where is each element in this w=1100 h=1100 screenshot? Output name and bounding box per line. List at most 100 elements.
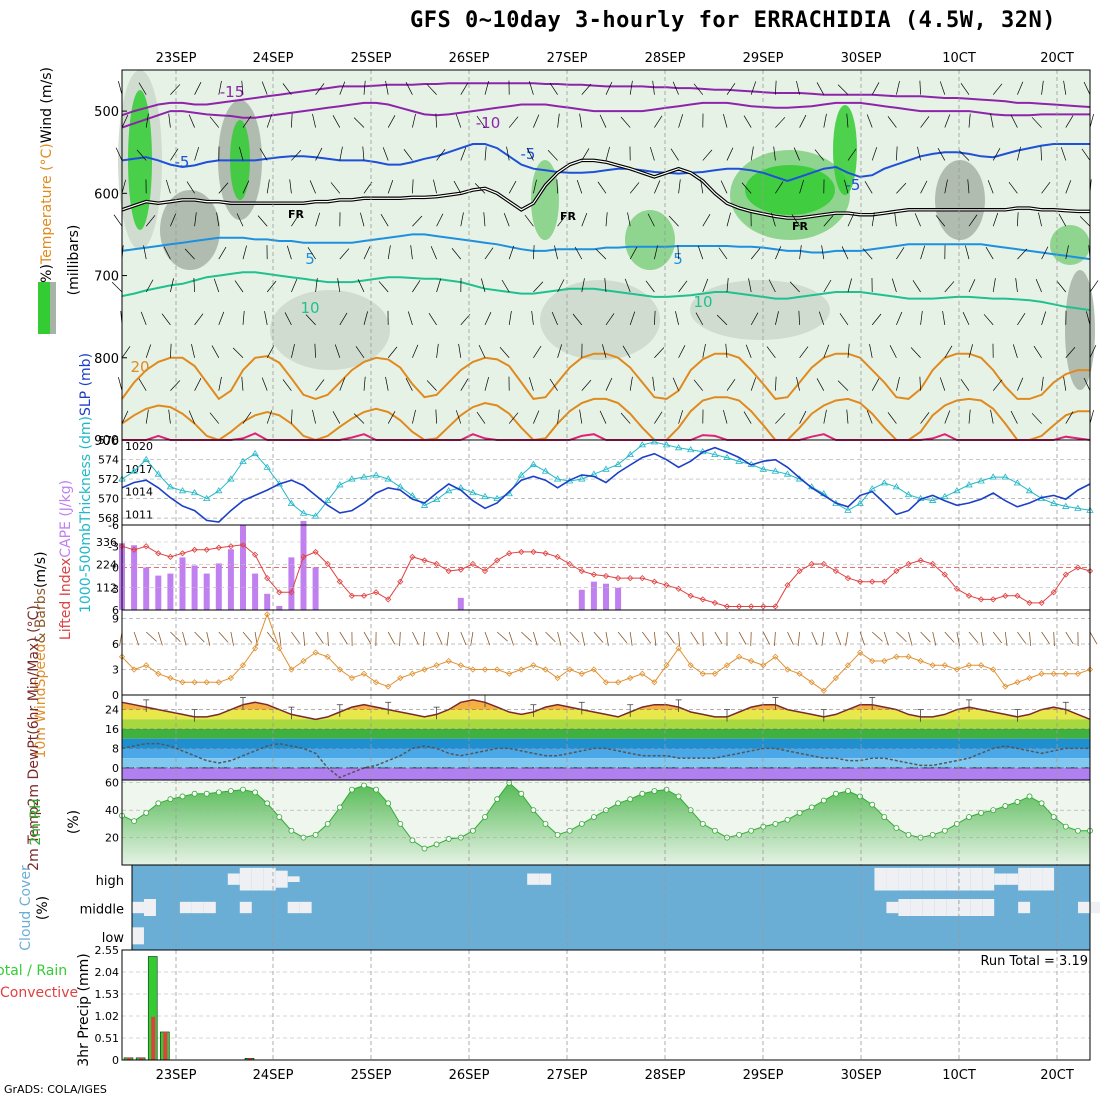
wind-speed-point xyxy=(687,662,694,669)
wind-barb-10m xyxy=(617,631,628,644)
thickness-point xyxy=(856,499,864,506)
wind-speed-point xyxy=(143,662,150,669)
wind-barb xyxy=(557,113,560,128)
wind-barb xyxy=(652,376,655,391)
wind-barb xyxy=(576,179,583,194)
wind-barb xyxy=(944,114,951,128)
thickness-point xyxy=(541,467,550,474)
wind-barb xyxy=(896,311,903,326)
rh-point xyxy=(869,801,876,808)
wind-barb xyxy=(291,409,293,424)
wind-barb xyxy=(990,409,994,424)
rh-shade-area xyxy=(745,165,835,215)
cloud-clear-block xyxy=(239,901,252,914)
lifted-index-point xyxy=(1050,589,1057,596)
wind-barb xyxy=(533,114,540,128)
cloud-clear-block xyxy=(527,873,540,885)
upper-y-tick: 800 xyxy=(94,352,119,367)
lifted-index-point xyxy=(457,566,464,573)
wind-barb-10m xyxy=(944,631,955,643)
wind-barb xyxy=(339,81,346,95)
wind-barb xyxy=(726,278,729,293)
lifted-index-point xyxy=(227,543,234,550)
wind-barb xyxy=(920,116,930,128)
wind-barb xyxy=(693,379,704,391)
wind-barb xyxy=(242,245,247,260)
wind-barb-10m xyxy=(327,631,329,647)
wind-speed-point xyxy=(348,674,355,682)
wind-barb xyxy=(1010,410,1018,424)
cape-bar xyxy=(215,563,222,610)
wind-barb xyxy=(1089,280,1099,293)
lifted-index-point xyxy=(566,560,573,568)
wind-speed-point xyxy=(131,666,138,673)
rh-point xyxy=(881,814,888,820)
wind-speed-point xyxy=(385,683,392,690)
contour-label: -5 xyxy=(175,153,190,171)
rh-shade-area xyxy=(270,290,390,370)
wind-grid xyxy=(175,610,1058,695)
wind-barb xyxy=(773,146,776,161)
wind-barb xyxy=(1040,146,1042,161)
thickness-point xyxy=(711,450,719,458)
wind-barb xyxy=(387,346,398,358)
temp-mask xyxy=(122,695,1090,720)
wind-barb xyxy=(484,146,487,161)
wind-ylabel: 10m WindSpeed& Barbs(m/s) xyxy=(33,551,49,758)
wind-barb xyxy=(944,281,955,293)
thickness-tick: 570 xyxy=(98,493,119,506)
cape-bar xyxy=(155,575,162,610)
wind-barb xyxy=(837,380,849,391)
wind-barb xyxy=(305,314,316,326)
wind-barb xyxy=(896,80,900,95)
wind-barb-10m xyxy=(821,631,825,646)
rh-point xyxy=(215,789,222,796)
wind-barb xyxy=(871,82,880,95)
wind-barb xyxy=(702,343,706,358)
wind-barb xyxy=(605,313,615,326)
wind-barb xyxy=(353,117,365,128)
wind-speed-point xyxy=(336,666,343,673)
thickness-point xyxy=(517,471,526,478)
wind-barb-10m xyxy=(194,631,205,643)
wind-barb xyxy=(629,182,640,194)
wind-speed-point xyxy=(481,666,489,673)
rh-shade-area xyxy=(1065,270,1095,390)
wind-barb xyxy=(1041,246,1049,260)
wind-barb xyxy=(435,113,437,128)
precip-grid xyxy=(175,950,1058,1060)
rh-point xyxy=(348,786,355,793)
lifted-index-point xyxy=(627,575,634,582)
wind-barb-10m xyxy=(932,631,937,646)
temp-contour-line xyxy=(121,101,1090,129)
wind-barb xyxy=(846,113,849,128)
wind-speed-markers xyxy=(118,611,1094,694)
cloud-clear-block xyxy=(227,873,240,885)
wind-barb xyxy=(670,148,679,161)
thickness-point xyxy=(1074,504,1082,511)
thickness-tick: 576 xyxy=(98,434,119,447)
lifted-index-point xyxy=(723,603,731,610)
wind-barb xyxy=(581,83,592,95)
wind-speed-point xyxy=(869,657,876,665)
cloud-clear-block xyxy=(910,867,923,891)
wind-barb xyxy=(958,150,970,161)
wind-barb xyxy=(1017,248,1028,260)
precip-tick: 1.02 xyxy=(95,1010,120,1023)
thickness-point xyxy=(638,441,647,448)
temp-color-band xyxy=(122,719,1090,729)
wind-barb xyxy=(360,212,365,227)
precip-tick: 0 xyxy=(112,1054,119,1067)
wind-barb xyxy=(629,246,638,260)
cloud-clear-block xyxy=(982,899,995,916)
wind-barb xyxy=(549,378,558,391)
cape-tick: 112 xyxy=(96,581,117,594)
thickness-point xyxy=(686,445,695,453)
wind-barb xyxy=(551,311,558,326)
cloud-clear-block xyxy=(922,867,935,891)
lifted-index-point xyxy=(1014,592,1021,599)
wind-barb-10m xyxy=(811,631,818,646)
cape-bars xyxy=(119,520,622,610)
wind-barb xyxy=(330,182,341,194)
